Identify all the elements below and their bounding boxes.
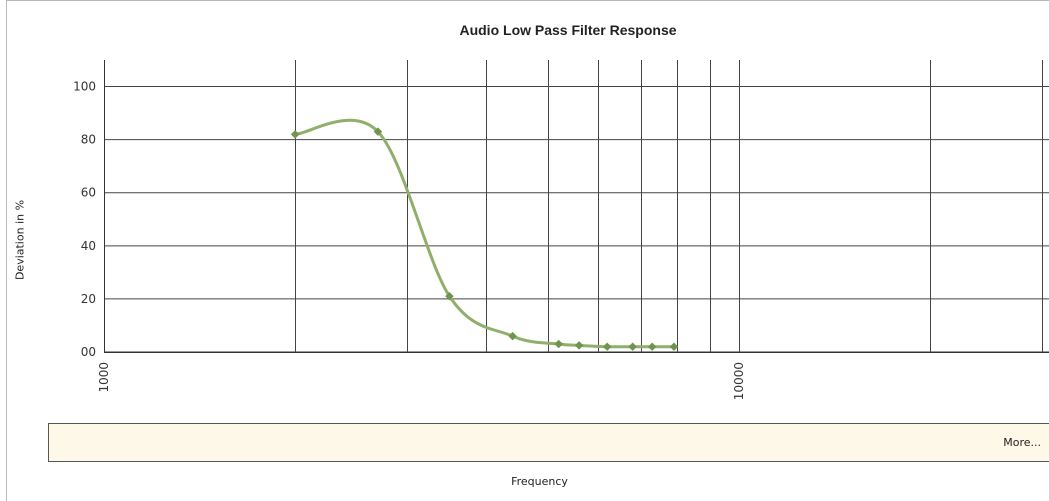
chart-plot: 100 80 60 40 20 00 1000 10000 [73,60,1049,400]
y-ticks: 100 80 60 40 20 00 [73,80,96,359]
y-tick-label: 60 [81,186,96,200]
x-tick-label: 10000 [732,362,746,400]
chart-title: Audio Low Pass Filter Response [459,22,677,38]
grid-lines [104,60,1049,353]
more-panel: More... [48,423,1049,462]
data-point [445,292,454,301]
chart-frame [6,0,1049,501]
data-point [647,342,657,351]
axes [104,60,1049,353]
data-points [290,127,679,351]
data-point [508,331,517,341]
data-point [373,127,383,136]
more-link[interactable]: More... [1003,436,1041,449]
data-point [602,342,612,351]
data-point [290,130,300,139]
y-tick-label: 80 [81,133,96,147]
y-tick-label: 100 [73,80,96,94]
x-tick-label: 1000 [97,362,111,393]
y-tick-label: 40 [81,239,96,253]
x-ticks: 1000 10000 [97,362,746,400]
x-axis-label: Frequency [511,475,568,488]
data-point [628,342,637,351]
data-point [574,341,584,350]
series-line [293,118,676,349]
y-tick-label: 20 [81,292,96,306]
y-tick-label: 00 [81,345,96,359]
data-point [554,339,563,349]
data-point [669,342,679,351]
